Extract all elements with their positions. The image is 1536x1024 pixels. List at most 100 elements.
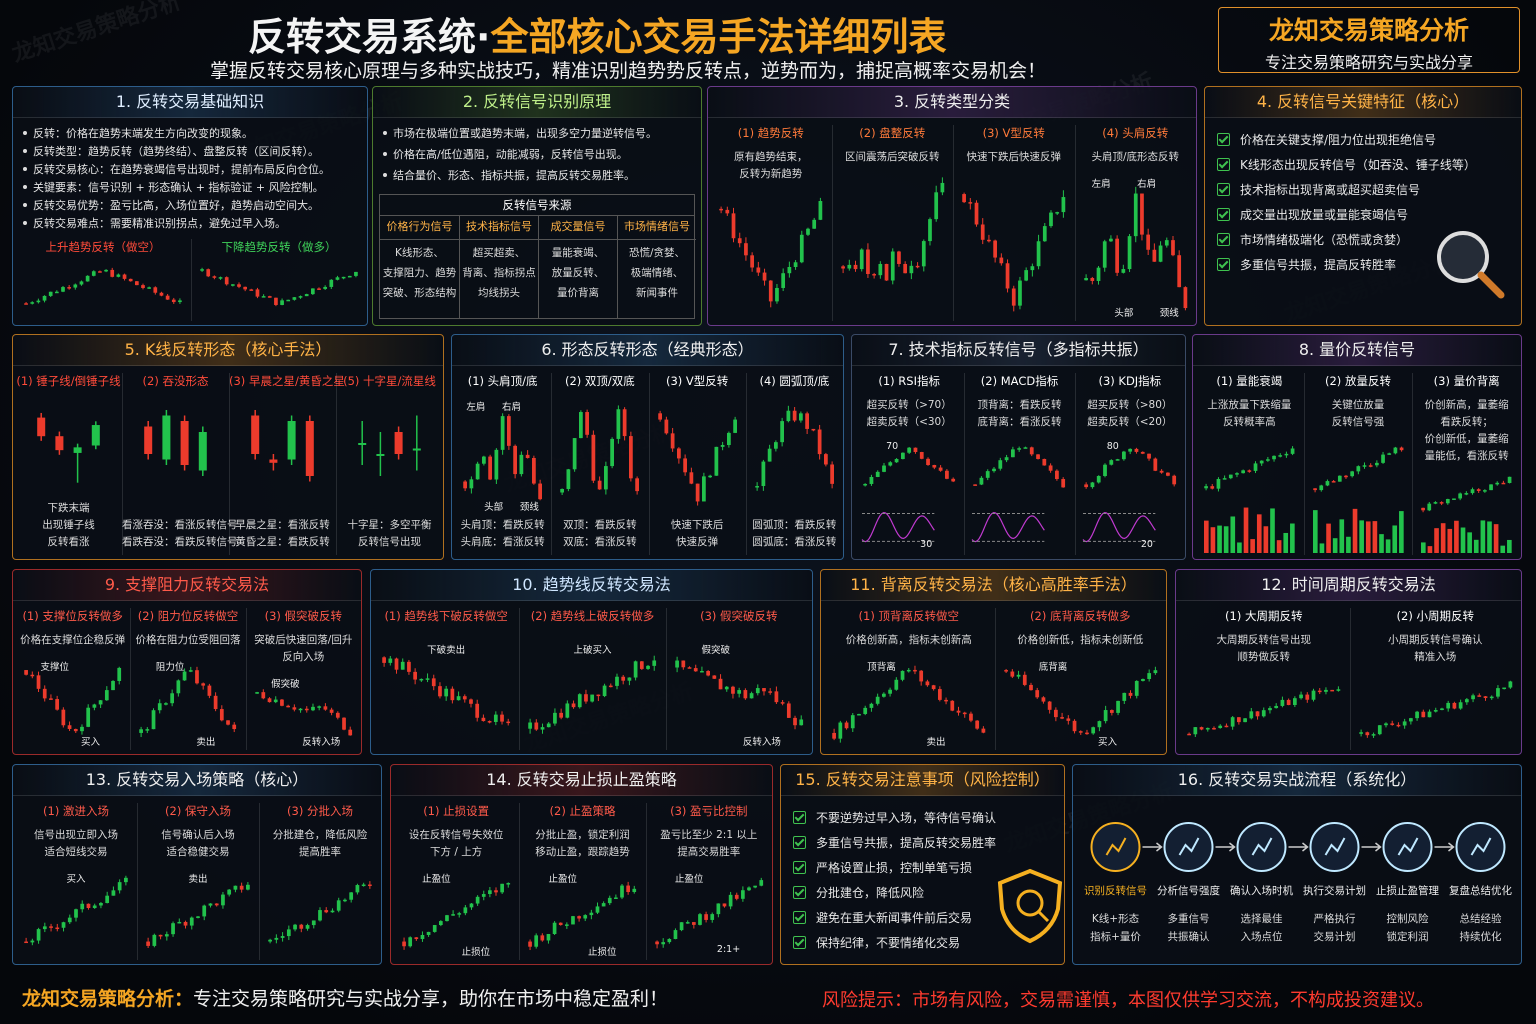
candle	[117, 667, 122, 681]
candle	[913, 447, 918, 453]
candle	[36, 300, 41, 303]
candle	[844, 722, 849, 729]
mini-chart	[997, 868, 1063, 944]
candle	[335, 712, 340, 718]
volume-bar	[1250, 539, 1255, 553]
column: (2) 底背离反转做多 价格创新低，指标未创新低 底背离 买入	[995, 608, 1167, 750]
column: (1) 趋势线下破反转做空 下破卖出	[373, 608, 519, 750]
candle	[311, 920, 316, 926]
subtitle: 掌握反转交易核心原理与多种实战技巧，精准识别趋势势反转点，逆势而为，捕捉高概率交…	[210, 60, 1047, 82]
mini-chart	[268, 881, 372, 944]
panel-title: 2. 反转信号识别原理	[373, 87, 701, 118]
candle	[55, 436, 64, 451]
candle	[463, 481, 467, 489]
column-heading: (4) 头肩反转	[1102, 126, 1169, 140]
candle	[900, 452, 905, 460]
candle	[347, 275, 352, 278]
candle	[425, 678, 430, 680]
candle	[171, 923, 175, 935]
candle	[224, 277, 229, 285]
candle	[55, 291, 59, 294]
column: (1) 顶背离反转做空 价格创新高，指标未创新高 顶背离 卖出	[823, 608, 995, 750]
candle	[1343, 475, 1348, 478]
candle	[1377, 725, 1382, 735]
candle	[177, 921, 182, 924]
candle	[1036, 454, 1041, 459]
mini-chart	[1082, 447, 1176, 543]
column-line: 顺势做反转	[1237, 651, 1291, 663]
candle	[1280, 699, 1285, 706]
candle	[450, 688, 455, 701]
candle	[267, 296, 272, 298]
volume-bar	[1378, 534, 1384, 553]
candle	[239, 885, 244, 890]
column-line: 设在反转信号失效位	[408, 829, 504, 841]
step-name: 识别反转信号	[1084, 885, 1147, 897]
column-heading: (1) 激进入场	[43, 804, 109, 818]
candle	[725, 209, 730, 214]
column-heading: (2) 小周期反转	[1396, 609, 1474, 623]
candle	[237, 284, 241, 287]
candle	[1427, 503, 1432, 511]
candle	[73, 728, 78, 732]
candle	[749, 693, 754, 699]
candle	[1089, 278, 1094, 281]
column-heading: (2) 双顶/双底	[564, 374, 635, 388]
mini-chart	[962, 190, 1066, 312]
candle	[1097, 721, 1101, 728]
candle	[1121, 692, 1126, 701]
volume-bar	[1467, 532, 1473, 553]
column-heading: (1) 大周期反转	[1225, 609, 1303, 623]
panel-title: 13. 反转交易入场策略（核心）	[13, 765, 381, 796]
candle	[1458, 702, 1462, 709]
candle	[691, 922, 696, 925]
candle	[610, 438, 615, 467]
mini-chart	[402, 882, 511, 950]
column-divider	[1074, 125, 1076, 321]
candle	[1199, 727, 1204, 730]
candle	[731, 213, 736, 239]
candle	[1325, 481, 1329, 486]
mini-chart	[1421, 476, 1513, 553]
candle	[1018, 280, 1022, 306]
candle	[74, 909, 78, 918]
candle	[894, 459, 899, 463]
candle	[1243, 718, 1247, 723]
chart-annotation: 阻力位	[155, 662, 185, 673]
candle	[1249, 711, 1254, 719]
watermark: 龙知交易策略分析	[9, 0, 185, 68]
column-divider	[130, 608, 132, 750]
candle	[799, 234, 804, 263]
candle	[823, 454, 828, 465]
column-heading: 下降趋势反转（做多）	[221, 240, 337, 254]
candle	[951, 478, 956, 482]
candle	[945, 470, 949, 479]
candle	[462, 696, 467, 700]
table-cell: 放量反转、	[551, 267, 605, 279]
column-line: 头肩底：看涨反转	[460, 536, 545, 548]
candle	[292, 707, 296, 710]
mini-chart	[1090, 822, 1506, 872]
candle	[152, 934, 157, 946]
column-heading: (3) 假突破反转	[264, 609, 343, 623]
bullet: 反转交易难点：需要精准识别拐点，避免过早入场。	[23, 215, 286, 231]
candle	[787, 267, 792, 274]
column: (2) 吞没形态 看涨吞没：看涨反转信号 看跌吞没：看跌反转信号	[122, 373, 238, 555]
candle	[1253, 463, 1258, 471]
check-item: 避免在重大新闻事件前后交易	[793, 909, 972, 926]
candle	[1152, 249, 1156, 262]
bullet-dot	[383, 152, 387, 156]
bullet-dot	[383, 131, 387, 135]
candle	[341, 276, 346, 279]
candle	[1034, 690, 1039, 698]
candle	[438, 686, 442, 697]
candle	[104, 690, 109, 701]
step-arrow	[1142, 842, 1163, 852]
column-line: 量能低，看涨反转	[1424, 450, 1509, 462]
check-item: 价格在关键支撑/阻力位出现拒绝信号	[1217, 131, 1436, 148]
candle	[1380, 454, 1385, 463]
panel-title: 4. 反转信号关键特征（核心）	[1205, 87, 1521, 118]
candle	[871, 274, 876, 276]
table-cell: 极端情绪、	[630, 267, 684, 279]
column-divider	[551, 373, 553, 555]
